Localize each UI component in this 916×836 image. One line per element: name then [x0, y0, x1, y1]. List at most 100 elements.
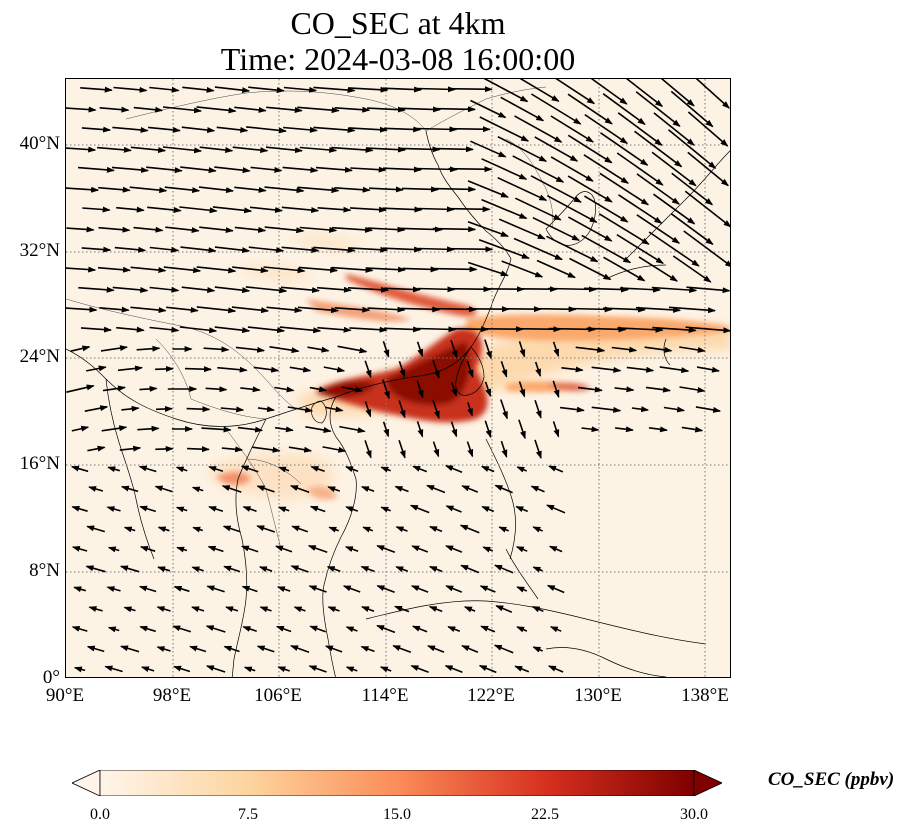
wind-arrow — [350, 166, 387, 173]
wind-arrow — [349, 206, 387, 213]
wind-arrow — [313, 246, 356, 254]
wind-arrow — [466, 441, 474, 458]
wind-arrow — [240, 465, 259, 473]
wind-arrow — [66, 146, 97, 153]
wind-arrow — [130, 146, 167, 153]
wind-arrow — [198, 186, 234, 194]
wind-arrow — [281, 246, 320, 254]
wind-arrow — [518, 341, 526, 358]
wind-arrow — [431, 266, 478, 273]
wind-arrow — [482, 546, 493, 553]
wind-arrow — [532, 566, 543, 573]
wind-arrow — [552, 341, 560, 358]
wind-arrow — [130, 266, 167, 274]
wind-arrow — [256, 645, 275, 653]
wind-arrow — [71, 625, 88, 632]
wind-arrow — [98, 226, 131, 233]
wind-arrow — [274, 386, 295, 393]
wind-arrow — [512, 155, 565, 183]
wind-arrow — [631, 406, 650, 413]
wind-arrow — [297, 106, 340, 114]
wind-arrow — [382, 246, 423, 253]
wind-arrow — [299, 146, 338, 153]
wind-arrow — [581, 234, 632, 264]
wind-arrow — [516, 626, 528, 633]
wind-arrow — [278, 466, 290, 473]
colorbar-tick: 7.5 — [238, 806, 258, 823]
wind-arrow — [598, 213, 650, 245]
wind-arrow — [299, 226, 338, 233]
wind-arrow — [494, 564, 514, 574]
wind-arrow — [382, 379, 390, 400]
wind-arrow — [298, 266, 339, 274]
wind-arrow — [428, 605, 443, 613]
wind-arrow — [663, 406, 686, 413]
wind-arrow — [461, 645, 479, 653]
wind-arrow — [138, 585, 157, 593]
wind-arrow — [149, 246, 180, 253]
wind-arrow — [324, 645, 343, 653]
wind-arrow — [133, 226, 164, 233]
wind-arrow — [376, 624, 396, 634]
wind-arrow — [242, 626, 257, 632]
colorbar-label: CO_SEC (ppbv) — [768, 769, 895, 790]
wind-arrow — [532, 526, 544, 533]
wind-arrow — [696, 366, 720, 373]
wind-arrow — [366, 146, 407, 153]
wind-arrow — [591, 406, 622, 413]
wind-arrow — [619, 286, 661, 293]
wind-arrow — [249, 206, 283, 213]
wind-arrow — [201, 426, 232, 433]
wind-arrow — [116, 326, 145, 333]
wind-arrow — [470, 140, 507, 158]
wind-arrow — [310, 465, 325, 473]
wind-arrow — [568, 216, 613, 242]
wind-arrow — [429, 525, 443, 533]
wind-arrow — [367, 306, 406, 313]
wind-arrow — [180, 246, 217, 254]
wind-arrow — [583, 195, 629, 223]
wind-arrow — [120, 485, 139, 493]
wind-arrow — [581, 426, 600, 433]
wind-arrow — [546, 194, 598, 224]
wind-arrow — [231, 306, 270, 314]
wind-arrow — [146, 166, 183, 174]
wind-arrow — [241, 585, 258, 593]
wind-arrow — [668, 306, 716, 314]
wind-arrow — [86, 365, 107, 372]
wind-arrow — [555, 79, 596, 105]
wind-arrow — [500, 440, 508, 458]
wind-arrow — [155, 405, 173, 412]
wind-arrow — [416, 380, 424, 399]
wind-arrow — [567, 175, 613, 203]
wind-arrow — [70, 465, 89, 473]
wind-arrow — [205, 625, 226, 633]
wind-arrow — [253, 366, 280, 373]
wind-arrow — [199, 146, 234, 154]
wind-arrow — [532, 216, 580, 242]
wind-arrow — [602, 93, 646, 125]
wind-arrow — [546, 235, 599, 263]
wind-arrow — [305, 426, 332, 433]
wind-arrow — [367, 106, 406, 113]
wind-arrow — [205, 386, 228, 393]
wind-arrow — [481, 198, 528, 220]
lon-label-98e: 98°E — [152, 685, 192, 706]
wind-arrow — [191, 486, 204, 493]
wind-arrow — [626, 366, 655, 373]
wind-arrow — [256, 485, 275, 493]
wind-arrow — [548, 545, 563, 553]
lat-label-8n: 8°N — [29, 560, 60, 581]
wind-arrow — [281, 206, 320, 214]
wind-arrow — [277, 506, 290, 513]
wind-arrow — [106, 586, 121, 592]
colorbar-tick: 30.0 — [680, 806, 708, 823]
wind-arrow — [550, 156, 594, 182]
lat-label-40n: 40°N — [19, 133, 60, 154]
wind-arrow — [277, 666, 290, 673]
wind-arrow — [360, 565, 375, 573]
wind-arrow — [331, 266, 374, 273]
wind-arrow — [99, 306, 130, 313]
wind-arrow — [428, 565, 443, 573]
wind-arrow — [66, 306, 98, 313]
